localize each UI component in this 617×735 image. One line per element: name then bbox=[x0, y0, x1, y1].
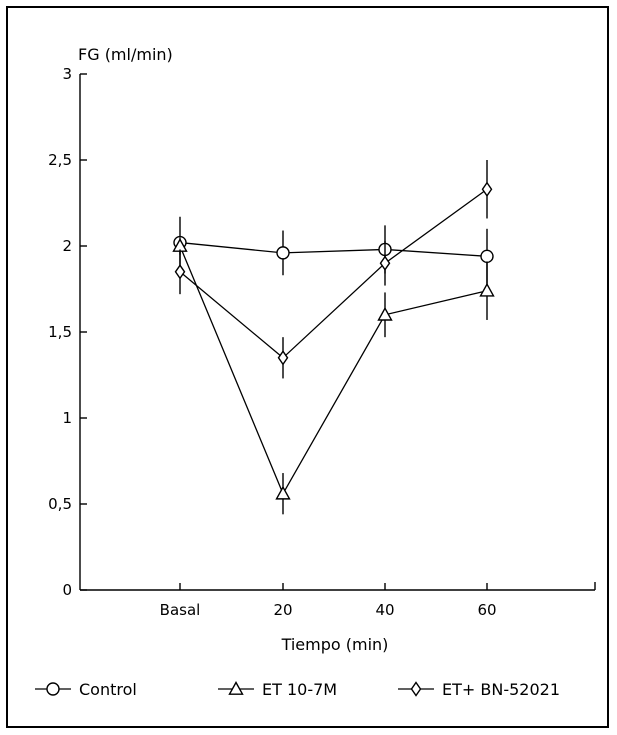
legend-marker bbox=[228, 681, 244, 695]
data-point bbox=[379, 255, 391, 271]
data-point bbox=[479, 282, 495, 297]
y-tick-label: 1,5 bbox=[48, 323, 72, 341]
legend-item: ET+ BN-52021 bbox=[398, 680, 560, 699]
series-layer bbox=[172, 160, 495, 515]
legend-item: Control bbox=[35, 680, 137, 699]
data-point bbox=[275, 485, 291, 500]
y-tick-label: 0,5 bbox=[48, 495, 72, 513]
axes: 0 0,5 1 1,5 2 2,5 3 Basal 20 40 60 bbox=[48, 65, 596, 619]
x-tick-label: Basal bbox=[160, 601, 201, 619]
y-tick-label: 0 bbox=[62, 581, 72, 599]
x-tick-label: 60 bbox=[477, 601, 496, 619]
series-line bbox=[179, 188, 488, 359]
data-point bbox=[276, 246, 290, 260]
series-line bbox=[179, 241, 488, 257]
x-tick-label: 40 bbox=[375, 601, 394, 619]
x-axis-label: Tiempo (min) bbox=[281, 635, 389, 654]
series-diamond bbox=[174, 160, 493, 379]
x-tick-label: 20 bbox=[273, 601, 292, 619]
y-tick-label: 3 bbox=[62, 65, 72, 83]
data-point bbox=[481, 181, 493, 197]
series-circle bbox=[173, 216, 494, 284]
legend-marker bbox=[410, 681, 422, 697]
data-point bbox=[480, 249, 494, 264]
y-tick-label: 1 bbox=[62, 409, 72, 427]
legend: Control ET 10-7M ET+ BN-52021 bbox=[35, 680, 560, 699]
y-tick-label: 2 bbox=[62, 237, 72, 255]
legend-marker bbox=[46, 682, 60, 696]
series-triangle bbox=[172, 237, 495, 515]
data-point bbox=[277, 350, 289, 366]
legend-label: ET 10-7M bbox=[262, 680, 337, 699]
y-tick-label: 2,5 bbox=[48, 151, 72, 169]
legend-label: ET+ BN-52021 bbox=[442, 680, 560, 699]
series-line bbox=[179, 245, 488, 496]
data-point bbox=[174, 264, 186, 280]
figure-frame bbox=[6, 6, 609, 728]
y-axis-label: FG (ml/min) bbox=[78, 45, 173, 64]
legend-item: ET 10-7M bbox=[218, 680, 337, 699]
data-point bbox=[377, 306, 393, 321]
legend-label: Control bbox=[79, 680, 137, 699]
